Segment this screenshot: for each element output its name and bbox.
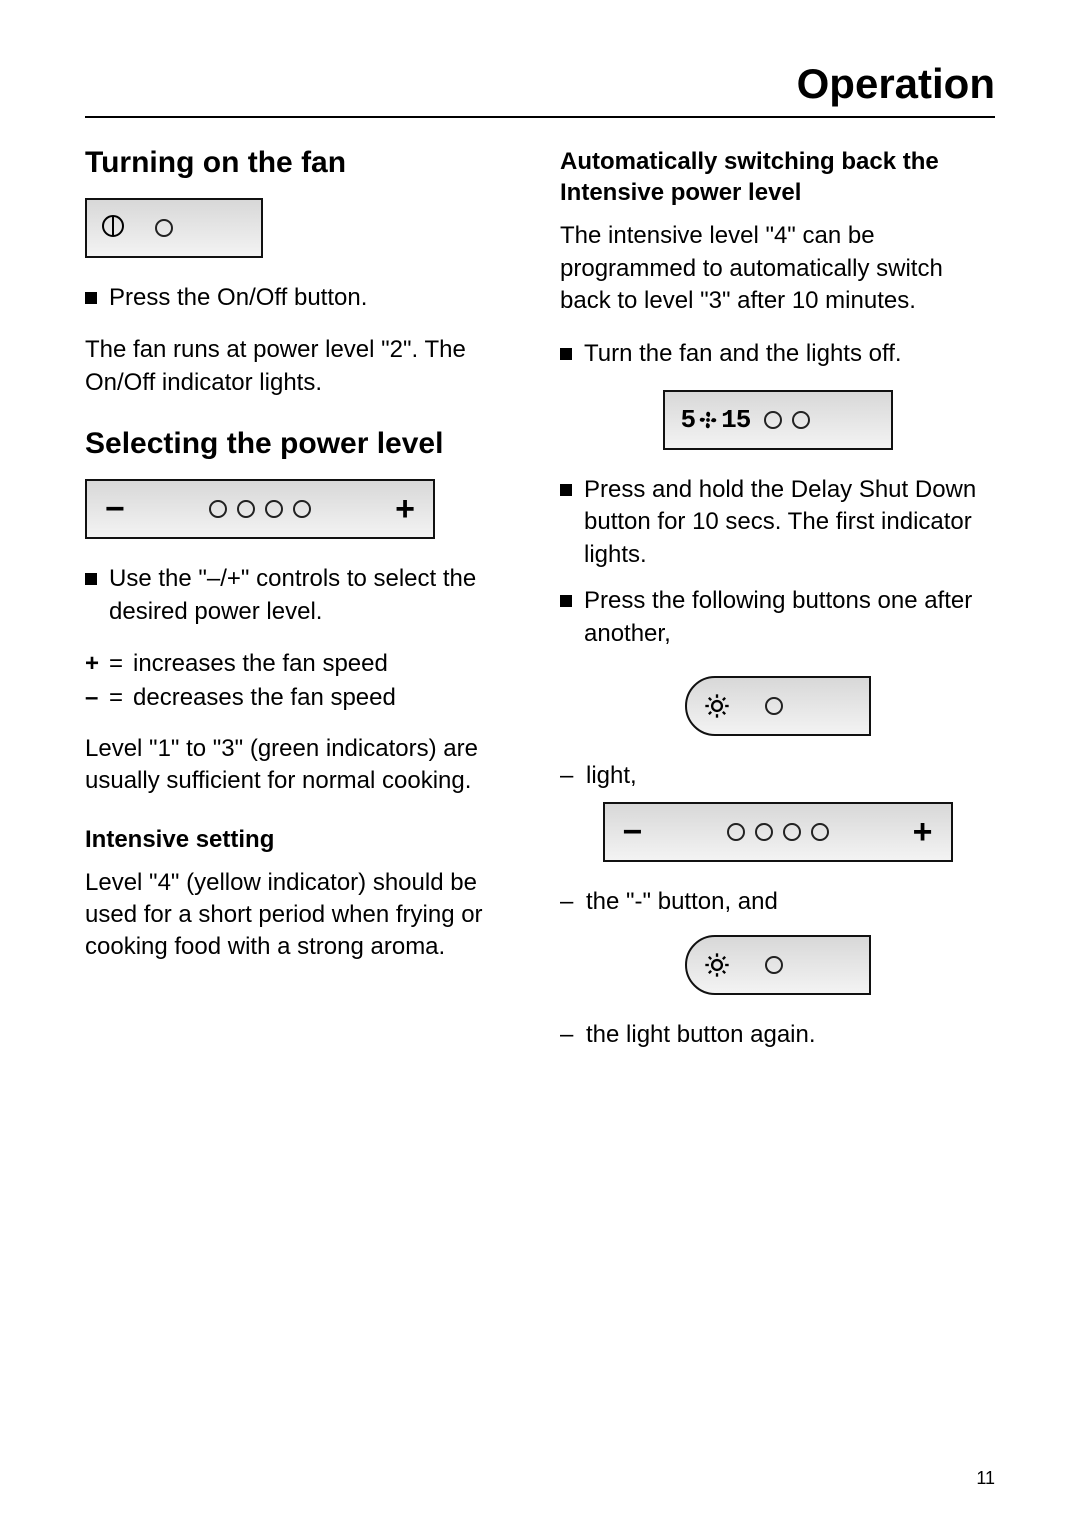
right-column: Automatically switching back the Intensi… (560, 146, 995, 1061)
normal-levels-text: Level "1" to "3" (green indicators) are … (85, 733, 520, 798)
instruction-text: Turn the fan and the lights off. (584, 338, 902, 370)
display-left-number: 5 (681, 405, 696, 435)
step-text: light, (586, 760, 637, 792)
fan-runs-text: The fan runs at power level "2". The On/… (85, 334, 520, 399)
indicator-dots (209, 500, 311, 518)
light-button-panel (685, 676, 871, 736)
instruction-press-hold: Press and hold the Delay Shut Down butto… (560, 474, 995, 571)
delay-display-panel: 5 1 (663, 390, 893, 450)
heading-selecting-power: Selecting the power level (85, 427, 520, 461)
onoff-button-panel (85, 198, 263, 258)
indicator-dot (155, 219, 173, 237)
heading-intensive: Intensive setting (85, 824, 520, 855)
square-bullet-icon (560, 348, 572, 360)
page-title: Operation (85, 60, 995, 118)
square-bullet-icon (560, 595, 572, 607)
instruction-turn-off: Turn the fan and the lights off. (560, 338, 995, 370)
light-button-panel (685, 935, 871, 995)
square-bullet-icon (85, 573, 97, 585)
dash-bullet-icon: – (560, 886, 582, 918)
heading-auto-switch: Automatically switching back the Intensi… (560, 146, 995, 208)
indicator-dot (765, 697, 783, 715)
page-number: 11 (976, 1468, 995, 1489)
plus-definition-text: increases the fan speed (133, 648, 388, 680)
plus-symbol: + (85, 648, 109, 680)
step-light: – light, (560, 760, 995, 792)
indicator-dot (765, 956, 783, 974)
dash-bullet-icon: – (560, 1019, 582, 1051)
indicator-dots (727, 823, 829, 841)
step-light-again: – the light button again. (560, 1019, 995, 1051)
auto-switch-text: The intensive level "4" can be programme… (560, 220, 995, 317)
power-level-panel: − + (603, 802, 953, 862)
intensive-text: Level "4" (yellow indicator) should be u… (85, 867, 520, 964)
step-text: the "-" button, and (586, 886, 778, 918)
display-readout: 5 1 (681, 405, 751, 435)
square-bullet-icon (85, 292, 97, 304)
step-text: the light button again. (586, 1019, 816, 1051)
step-minus: – the "-" button, and (560, 886, 995, 918)
display-right-number: 15 (721, 405, 750, 435)
minus-definition-text: decreases the fan speed (133, 682, 396, 714)
heading-turning-on: Turning on the fan (85, 146, 520, 180)
instruction-press-onoff: Press the On/Off button. (85, 282, 520, 314)
dash-bullet-icon: – (560, 760, 582, 792)
light-icon (703, 951, 731, 979)
plus-icon: + (395, 492, 415, 526)
light-icon (703, 692, 731, 720)
instruction-text: Press the following buttons one after an… (584, 585, 995, 650)
power-icon (101, 214, 125, 243)
minus-icon: − (623, 815, 643, 849)
fan-icon (697, 409, 719, 431)
instruction-text: Press and hold the Delay Shut Down butto… (584, 474, 995, 571)
instruction-press-following: Press the following buttons one after an… (560, 585, 995, 650)
minus-icon: − (105, 492, 125, 526)
power-level-panel: − + (85, 479, 435, 539)
left-column: Turning on the fan Press the On/Off butt… (85, 146, 520, 1061)
indicator-dots (764, 411, 810, 429)
plus-icon: + (913, 815, 933, 849)
instruction-text: Press the On/Off button. (109, 282, 367, 314)
minus-definition: – = decreases the fan speed (85, 682, 520, 714)
instruction-use-pm: Use the "–/+" controls to select the des… (85, 563, 520, 628)
square-bullet-icon (560, 484, 572, 496)
instruction-text: Use the "–/+" controls to select the des… (109, 563, 520, 628)
minus-symbol: – (85, 682, 109, 714)
plus-definition: + = increases the fan speed (85, 648, 520, 680)
